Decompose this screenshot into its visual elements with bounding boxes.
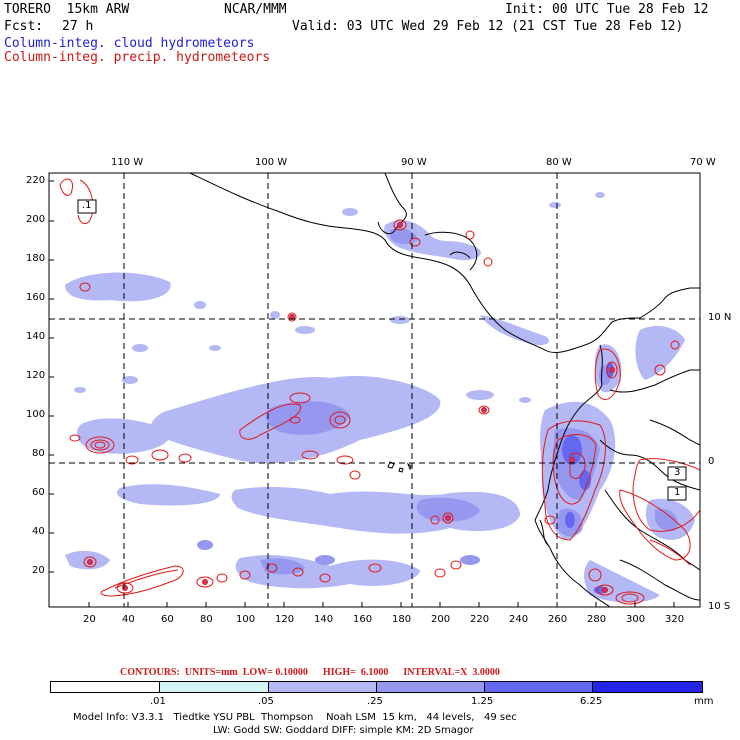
x-tick-label: 280: [587, 614, 607, 625]
axis-ticks: [49, 180, 675, 607]
y-tick-label: 80: [32, 448, 45, 459]
x-tick-label: 240: [509, 614, 529, 625]
x-tick-label: 20: [83, 614, 96, 625]
org-label: NCAR/MMM: [224, 2, 287, 17]
y-tick-label: 180: [26, 253, 46, 264]
lat-tick-label: 10 S: [708, 601, 731, 612]
y-tick-label: 100: [26, 409, 46, 420]
colorbar-segment: [376, 681, 485, 693]
legend-cloud: Column-integ. cloud hydrometeors: [4, 36, 255, 51]
x-tick-label: 260: [548, 614, 568, 625]
colorbar-units: mm: [694, 696, 714, 707]
colorbar-segment: [484, 681, 593, 693]
valid-time: Valid: 03 UTC Wed 29 Feb 12 (21 CST Tue …: [292, 19, 684, 34]
init-time: Init: 00 UTC Tue 28 Feb 12: [505, 2, 709, 17]
contour-label-box: [77, 199, 97, 214]
colorbar-segment: [268, 681, 377, 693]
forecast-label: Fcst:: [4, 19, 44, 34]
y-tick-label: 140: [26, 331, 46, 342]
contour-label-3: 1: [674, 487, 681, 498]
colorbar-segment: [50, 681, 160, 693]
contour-label-2: 3: [674, 467, 681, 478]
forecast-hours: 27 h: [62, 19, 94, 34]
x-tick-label: 140: [314, 614, 334, 625]
y-tick-label: 120: [26, 370, 46, 381]
y-tick-label: 60: [32, 487, 45, 498]
x-tick-label: 120: [275, 614, 295, 625]
x-tick-label: 300: [626, 614, 646, 625]
lat-tick-label: 0: [708, 456, 715, 467]
colorbar-label: .05: [258, 696, 274, 707]
contour-label-box: [667, 466, 687, 481]
coastlines: [189, 173, 700, 607]
colorbar-segment: [159, 681, 269, 693]
model-title: TORERO 15km ARW: [4, 2, 130, 17]
model-info-line1: Model Info: V3.3.1 Tiedtke YSU PBL Thomp…: [73, 712, 517, 723]
contour-label-box: [667, 486, 687, 501]
x-tick-label: 320: [665, 614, 685, 625]
model-info-line2: LW: Godd SW: Goddard DIFF: simple KM: 2D…: [213, 725, 474, 736]
y-tick-label: 200: [26, 214, 46, 225]
colorbar-label: 6.25: [580, 696, 603, 707]
precip-contours: [59, 178, 700, 605]
cloud-shading-dark: [562, 362, 614, 594]
legend-precip: Column-integ. precip. hydrometeors: [4, 50, 271, 65]
lat-tick-label: 10 N: [708, 312, 732, 323]
contour-label-1: .1: [82, 200, 92, 211]
y-tick-label: 220: [26, 175, 46, 186]
lon-tick-label: 110 W: [111, 157, 144, 168]
graticule: [49, 173, 700, 607]
x-tick-label: 180: [392, 614, 412, 625]
colorbar-segment: [592, 681, 703, 693]
colorbar-label: .01: [150, 696, 166, 707]
map-frame: [48, 172, 701, 608]
colorbar-label: 1.25: [471, 696, 494, 707]
x-tick-label: 60: [161, 614, 174, 625]
x-tick-label: 160: [353, 614, 373, 625]
lon-tick-label: 100 W: [255, 157, 288, 168]
contours-info: CONTOURS: UNITS=mm LOW= 0.10000 HIGH= 6.…: [120, 667, 500, 678]
y-tick-label: 20: [32, 565, 45, 576]
x-tick-label: 40: [122, 614, 135, 625]
x-tick-label: 200: [431, 614, 451, 625]
y-tick-label: 160: [26, 292, 46, 303]
y-tick-label: 40: [32, 526, 45, 537]
colorbar-label: .25: [367, 696, 383, 707]
x-tick-label: 80: [200, 614, 213, 625]
lon-tick-label: 70 W: [690, 157, 716, 168]
x-tick-label: 100: [236, 614, 256, 625]
lon-tick-label: 90 W: [401, 157, 427, 168]
lon-tick-label: 80 W: [546, 157, 572, 168]
x-tick-label: 220: [470, 614, 490, 625]
